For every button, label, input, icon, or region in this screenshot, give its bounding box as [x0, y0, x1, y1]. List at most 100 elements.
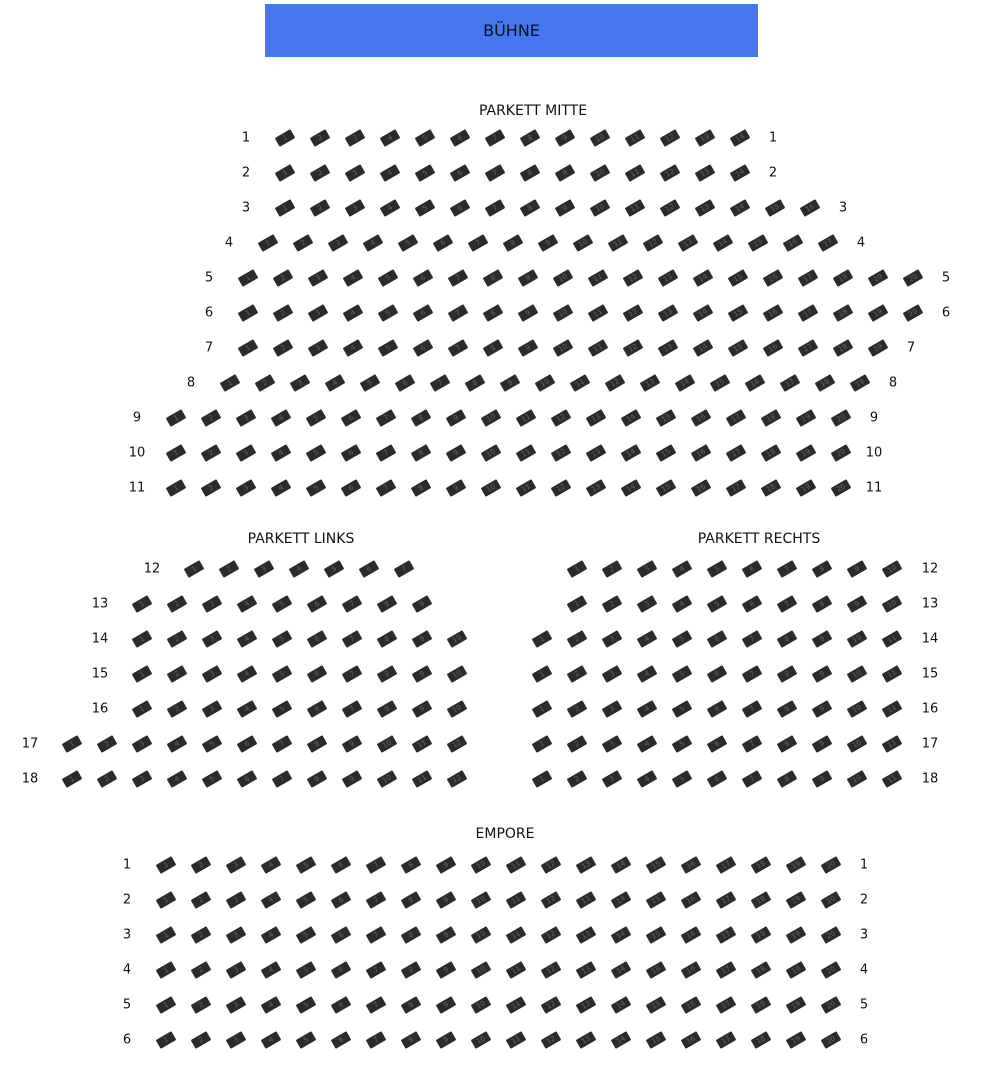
seat-rechts-row-18-2[interactable]: 2 [566, 770, 588, 788]
seat-mitte-row-9-5[interactable]: 5 [305, 409, 327, 427]
seat-mitte-row-8-10[interactable]: 10 [534, 374, 556, 392]
seat-links-row-15-7[interactable]: 7 [341, 665, 363, 683]
seat-mitte-row-10-5[interactable]: 5 [305, 444, 327, 462]
seat-empore-row-5-15[interactable]: 15 [645, 996, 667, 1014]
seat-mitte-row-10-9[interactable]: 9 [445, 444, 467, 462]
seat-mitte-row-2-9[interactable]: 9 [554, 164, 576, 182]
seat-links-row-16-6[interactable]: 6 [306, 700, 328, 718]
seat-links-row-15-5[interactable]: 5 [271, 665, 293, 683]
seat-mitte-row-6-5[interactable]: 5 [377, 304, 399, 322]
seat-empore-row-3-5[interactable]: 5 [295, 926, 317, 944]
seat-mitte-row-9-2[interactable]: 2 [200, 409, 222, 427]
seat-mitte-row-4-3[interactable]: 3 [327, 234, 349, 252]
seat-mitte-row-10-7[interactable]: 7 [375, 444, 397, 462]
seat-mitte-row-9-14[interactable]: 14 [620, 409, 642, 427]
seat-rechts-row-12-10[interactable]: 10 [881, 560, 903, 578]
seat-empore-row-1-10[interactable]: 10 [470, 856, 492, 874]
seat-mitte-row-10-2[interactable]: 2 [200, 444, 222, 462]
seat-mitte-row-11-5[interactable]: 5 [305, 479, 327, 497]
seat-rechts-row-15-3[interactable]: 3 [601, 665, 623, 683]
seat-mitte-row-9-11[interactable]: 11 [515, 409, 537, 427]
seat-empore-row-2-10[interactable]: 10 [470, 891, 492, 909]
seat-mitte-row-6-16[interactable]: 16 [762, 304, 784, 322]
seat-links-row-18-3[interactable]: 3 [131, 770, 153, 788]
seat-mitte-row-9-13[interactable]: 13 [585, 409, 607, 427]
seat-mitte-row-9-18[interactable]: 18 [760, 409, 782, 427]
seat-mitte-row-10-17[interactable]: 17 [725, 444, 747, 462]
seat-links-row-14-6[interactable]: 6 [306, 630, 328, 648]
seat-links-row-15-10[interactable]: 10 [446, 665, 468, 683]
seat-mitte-row-8-11[interactable]: 11 [569, 374, 591, 392]
seat-links-row-16-7[interactable]: 7 [341, 700, 363, 718]
seat-empore-row-4-20[interactable]: 20 [820, 961, 842, 979]
seat-mitte-row-8-3[interactable]: 3 [289, 374, 311, 392]
seat-mitte-row-7-10[interactable]: 10 [552, 339, 574, 357]
seat-mitte-row-4-12[interactable]: 12 [642, 234, 664, 252]
seat-links-row-13-9[interactable]: 9 [411, 595, 433, 613]
seat-empore-row-4-2[interactable]: 2 [190, 961, 212, 979]
seat-rechts-row-17-1[interactable]: 1 [531, 735, 553, 753]
seat-mitte-row-3-16[interactable]: 16 [799, 199, 821, 217]
seat-mitte-row-10-6[interactable]: 6 [340, 444, 362, 462]
seat-mitte-row-7-18[interactable]: 18 [832, 339, 854, 357]
seat-mitte-row-5-20[interactable]: 20 [902, 269, 924, 287]
seat-empore-row-3-13[interactable]: 13 [575, 926, 597, 944]
seat-links-row-15-8[interactable]: 8 [376, 665, 398, 683]
seat-links-row-18-8[interactable]: 8 [306, 770, 328, 788]
seat-mitte-row-9-16[interactable]: 16 [690, 409, 712, 427]
seat-empore-row-5-14[interactable]: 14 [610, 996, 632, 1014]
seat-empore-row-4-5[interactable]: 5 [295, 961, 317, 979]
seat-mitte-row-5-15[interactable]: 15 [727, 269, 749, 287]
seat-links-row-12-4[interactable]: 4 [288, 560, 310, 578]
seat-mitte-row-2-14[interactable]: 14 [729, 164, 751, 182]
seat-links-row-14-8[interactable]: 8 [376, 630, 398, 648]
seat-links-row-14-5[interactable]: 5 [271, 630, 293, 648]
seat-empore-row-5-20[interactable]: 20 [820, 996, 842, 1014]
seat-mitte-row-8-19[interactable]: 19 [849, 374, 871, 392]
seat-mitte-row-1-11[interactable]: 11 [624, 129, 646, 147]
seat-links-row-13-6[interactable]: 6 [306, 595, 328, 613]
seat-mitte-row-6-19[interactable]: 19 [867, 304, 889, 322]
seat-mitte-row-2-6[interactable]: 6 [449, 164, 471, 182]
seat-mitte-row-10-19[interactable]: 19 [795, 444, 817, 462]
seat-empore-row-3-15[interactable]: 15 [645, 926, 667, 944]
seat-empore-row-4-6[interactable]: 6 [330, 961, 352, 979]
seat-mitte-row-6-14[interactable]: 14 [692, 304, 714, 322]
seat-mitte-row-6-15[interactable]: 15 [727, 304, 749, 322]
seat-empore-row-1-8[interactable]: 8 [400, 856, 422, 874]
seat-mitte-row-1-14[interactable]: 14 [729, 129, 751, 147]
seat-mitte-row-8-9[interactable]: 9 [499, 374, 521, 392]
seat-mitte-row-5-11[interactable]: 11 [587, 269, 609, 287]
seat-empore-row-2-7[interactable]: 7 [365, 891, 387, 909]
seat-empore-row-2-3[interactable]: 3 [225, 891, 247, 909]
seat-mitte-row-6-12[interactable]: 12 [622, 304, 644, 322]
seat-links-row-18-10[interactable]: 10 [376, 770, 398, 788]
seat-mitte-row-8-17[interactable]: 17 [779, 374, 801, 392]
seat-mitte-row-5-8[interactable]: 8 [482, 269, 504, 287]
seat-empore-row-5-5[interactable]: 5 [295, 996, 317, 1014]
seat-mitte-row-2-8[interactable]: 8 [519, 164, 541, 182]
seat-rechts-row-14-5[interactable]: 5 [671, 630, 693, 648]
seat-mitte-row-6-6[interactable]: 6 [412, 304, 434, 322]
seat-mitte-row-2-5[interactable]: 5 [414, 164, 436, 182]
seat-rechts-row-15-9[interactable]: 9 [811, 665, 833, 683]
seat-empore-row-5-17[interactable]: 17 [715, 996, 737, 1014]
seat-empore-row-5-10[interactable]: 10 [470, 996, 492, 1014]
seat-rechts-row-17-7[interactable]: 7 [741, 735, 763, 753]
seat-links-row-14-2[interactable]: 2 [166, 630, 188, 648]
seat-empore-row-3-8[interactable]: 8 [400, 926, 422, 944]
seat-rechts-row-12-9[interactable]: 9 [846, 560, 868, 578]
seat-rechts-row-12-6[interactable]: 6 [741, 560, 763, 578]
seat-links-row-17-4[interactable]: 4 [166, 735, 188, 753]
seat-empore-row-2-13[interactable]: 13 [575, 891, 597, 909]
seat-links-row-13-8[interactable]: 8 [376, 595, 398, 613]
seat-links-row-15-3[interactable]: 3 [201, 665, 223, 683]
seat-mitte-row-10-10[interactable]: 10 [480, 444, 502, 462]
seat-rechts-row-14-3[interactable]: 3 [601, 630, 623, 648]
seat-rechts-row-18-4[interactable]: 4 [636, 770, 658, 788]
seat-rechts-row-17-2[interactable]: 2 [566, 735, 588, 753]
seat-mitte-row-3-12[interactable]: 12 [659, 199, 681, 217]
seat-rechts-row-12-1[interactable]: 1 [566, 560, 588, 578]
seat-empore-row-1-7[interactable]: 7 [365, 856, 387, 874]
seat-rechts-row-16-8[interactable]: 8 [776, 700, 798, 718]
